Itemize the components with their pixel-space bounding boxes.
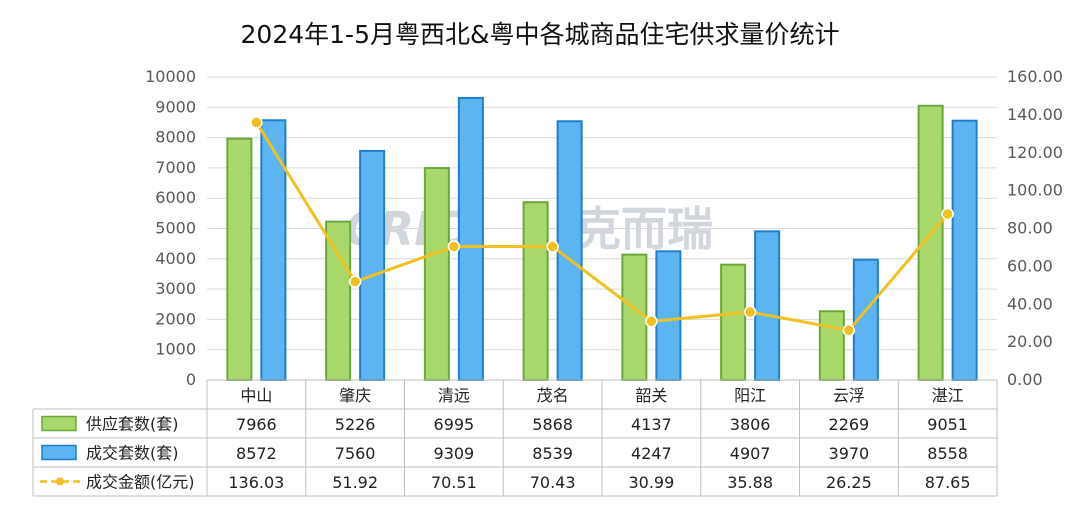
right-tick-label: 20.00 <box>1007 332 1053 351</box>
legend-key-deal <box>41 444 77 461</box>
left-axis-ticks: 0 1000 2000 3000 4000 5000 6000 7000 8000 9000 100… <box>145 67 196 389</box>
amount-point <box>941 207 954 221</box>
table-cell: 70.43 <box>530 473 576 492</box>
deal-bar <box>754 230 781 381</box>
left-tick-label: 3000 <box>155 279 196 298</box>
right-axis-ticks: 0.00 20.00 40.00 60.00 80.00 100.00 120.00 140.… <box>1007 67 1063 389</box>
bar-series <box>226 96 978 382</box>
right-tick-label: 80.00 <box>1007 219 1053 238</box>
right-tick-label: 160.00 <box>1007 67 1063 86</box>
deal-bar <box>556 120 583 381</box>
line-series <box>250 116 954 337</box>
table-cell: 4247 <box>631 444 672 463</box>
legend-key-supply <box>41 415 77 432</box>
legend-label-supply: 供应套数(套) <box>86 415 179 434</box>
deal-bar <box>951 119 978 381</box>
table-cell: 8572 <box>236 444 277 463</box>
right-tick-label: 140.00 <box>1007 105 1063 124</box>
amount-point <box>546 240 559 253</box>
legend-label-deal: 成交套数(套) <box>86 444 179 463</box>
right-tick-label: 0.00 <box>1007 370 1043 389</box>
right-tick-label: 120.00 <box>1007 143 1063 162</box>
right-tick-label: 100.00 <box>1007 181 1063 200</box>
legend-label-amount: 成交金额(亿元) <box>86 473 195 492</box>
table-cell: 5226 <box>335 415 376 434</box>
table-cell: 26.25 <box>826 473 872 492</box>
supply-bar <box>325 220 352 381</box>
right-tick-label: 40.00 <box>1007 294 1053 313</box>
category-label: 茂名 <box>537 386 569 405</box>
left-tick-label: 0 <box>186 370 196 389</box>
deal-bar <box>457 96 484 382</box>
table-cell: 136.03 <box>228 473 284 492</box>
table-cell: 5868 <box>532 415 573 434</box>
table-cell: 6995 <box>434 415 475 434</box>
supply-bar <box>522 201 549 381</box>
table-cell: 70.51 <box>431 473 477 492</box>
table-cell: 4907 <box>730 444 771 463</box>
chart-title: 2024年1-5月粤西北&粤中各城商品住宅供求量价统计 <box>241 20 840 49</box>
supply-bar <box>423 167 450 381</box>
supply-bar <box>720 263 747 381</box>
amount-point <box>645 315 658 328</box>
supply-bar <box>818 310 845 381</box>
category-label: 湛江 <box>932 386 964 405</box>
legend-key-amount-dot <box>56 477 64 486</box>
amount-line <box>255 121 949 332</box>
left-tick-label: 8000 <box>155 128 196 147</box>
table-cell: 2269 <box>829 415 870 434</box>
deal-bar <box>359 149 386 381</box>
left-tick-label: 9000 <box>155 97 196 116</box>
table-cell: 9051 <box>927 415 968 434</box>
table-cell: 7966 <box>236 415 277 434</box>
right-tick-label: 60.00 <box>1007 256 1053 275</box>
table-cell: 8558 <box>927 444 968 463</box>
left-tick-label: 1000 <box>155 340 196 359</box>
table-cell: 51.92 <box>332 473 378 492</box>
table-cell: 7560 <box>335 444 376 463</box>
amount-point <box>842 324 856 337</box>
data-table: 中山 肇庆 清远 茂名 韶关 阳江 云浮 湛江 7966 5226 6995 5868 4137 3806… <box>32 379 998 497</box>
category-label: 肇庆 <box>339 386 371 405</box>
deal-bar <box>260 119 287 381</box>
category-label: 清远 <box>438 386 470 405</box>
category-label: 韶关 <box>635 386 667 405</box>
table-cell: 8539 <box>532 444 573 463</box>
table-cell: 3806 <box>730 415 771 434</box>
amount-point <box>743 305 757 319</box>
category-label: 阳江 <box>734 386 766 405</box>
table-cell: 3970 <box>829 444 870 463</box>
amount-point <box>348 275 362 288</box>
left-tick-label: 4000 <box>155 249 196 268</box>
left-tick-label: 5000 <box>155 219 196 238</box>
amount-point <box>447 240 461 253</box>
left-tick-label: 2000 <box>155 309 196 328</box>
left-tick-label: 10000 <box>145 67 196 86</box>
deal-bar <box>655 250 682 381</box>
supply-bar <box>621 253 648 381</box>
left-tick-label: 6000 <box>155 188 196 207</box>
category-label: 云浮 <box>833 386 865 405</box>
left-tick-label: 7000 <box>155 158 196 177</box>
amount-point <box>250 116 263 129</box>
table-cell: 87.65 <box>925 473 971 492</box>
table-cell: 9309 <box>434 444 475 463</box>
category-label: 中山 <box>240 386 272 405</box>
table-cell: 35.88 <box>727 473 773 492</box>
supply-bar <box>226 137 253 381</box>
table-cell: 30.99 <box>628 473 674 492</box>
table-cell: 4137 <box>631 415 672 434</box>
